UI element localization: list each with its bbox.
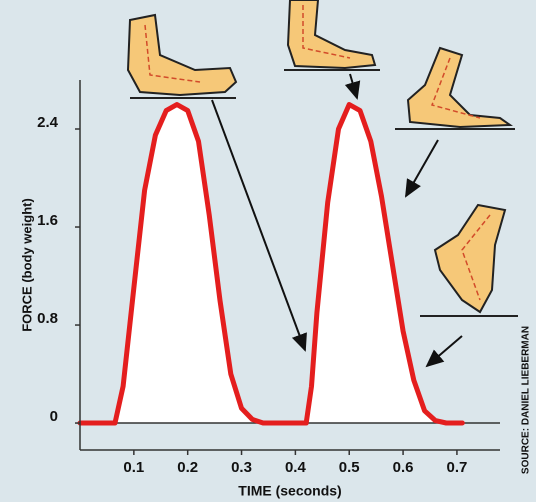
y-tick-label: 0.8 [37,310,58,327]
arrow [427,336,462,366]
x-tick-label: 0.7 [446,459,467,476]
arrow [406,140,438,196]
arrow [212,100,305,350]
chart: 0 0.8 1.6 2.4 0.1 0.2 0.3 0.4 0.5 0.6 0.7 FORCE (b… [0,0,536,502]
y-tick-label: 2.4 [37,114,59,131]
y-tick-label: 0 [50,408,58,425]
y-tick-label: 1.6 [37,212,58,229]
x-tick-label: 0.4 [285,459,307,476]
x-tick-label: 0.6 [393,459,414,476]
foot-icon [435,205,505,312]
foot-icon [128,15,236,95]
foot-icon [408,48,510,127]
x-axis-title: TIME (seconds) [238,483,341,499]
plot: 0 0.8 1.6 2.4 0.1 0.2 0.3 0.4 0.5 0.6 0.7 [37,80,500,476]
source: SOURCE: DANIEL LIEBERMAN [521,326,532,474]
x-tick-label: 0.5 [339,459,360,476]
x-tick-label: 0.2 [177,459,198,476]
arrow [350,74,357,98]
x-tick-label: 0.1 [123,459,144,476]
y-axis-title: FORCE (body weight) [19,198,34,332]
foot-icon [288,0,375,68]
x-tick-label: 0.3 [231,459,252,476]
